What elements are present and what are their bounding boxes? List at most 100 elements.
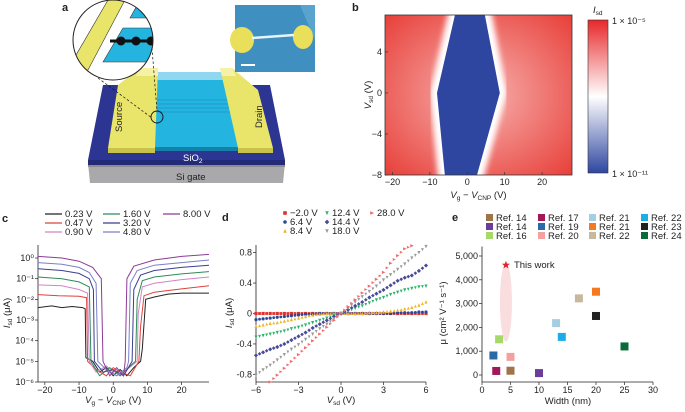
- x-axis-label-part: V: [85, 395, 93, 406]
- data-point: [293, 312, 297, 315]
- legend-marker: [283, 228, 287, 233]
- data-point: [406, 311, 410, 315]
- legend-swatch: [641, 232, 648, 239]
- y-axis-label-part: sd: [7, 318, 14, 325]
- data-point: [265, 317, 269, 320]
- data-point: [321, 320, 326, 325]
- legend-label: Ref. 14: [496, 213, 527, 224]
- data-point: [307, 322, 311, 326]
- data-point: [303, 346, 308, 350]
- data-point: [406, 274, 411, 279]
- legend-item: Ref. 14: [486, 213, 527, 224]
- data-point: [506, 352, 515, 361]
- data-point: [350, 303, 354, 307]
- data-point: [311, 332, 315, 336]
- legend-item: Ref. 21: [589, 213, 630, 224]
- data-point: [318, 312, 322, 316]
- legend-label: 28.0 V: [377, 208, 405, 219]
- data-point: [321, 329, 325, 333]
- source-label: Source: [114, 102, 125, 132]
- data-point: [286, 350, 290, 354]
- data-point: [399, 265, 403, 269]
- legend-label: Ref. 21: [599, 213, 630, 224]
- data-point: [399, 289, 403, 293]
- data-point: [282, 366, 287, 370]
- data-point: [300, 313, 304, 317]
- data-point: [307, 335, 311, 339]
- data-point: [495, 335, 504, 344]
- data-point: [321, 312, 325, 316]
- legend-marker: [325, 211, 329, 216]
- x-tick-label: 6: [423, 385, 428, 395]
- data-point: [258, 334, 261, 339]
- data-point: [350, 308, 354, 312]
- data-point: [289, 359, 294, 364]
- data-point: [286, 363, 290, 367]
- data-point: [392, 270, 396, 274]
- legend-label: 14.4 V: [332, 217, 360, 228]
- legend-label: Ref. 19: [548, 222, 579, 233]
- data-point: [300, 324, 304, 328]
- data-point: [410, 311, 414, 315]
- y-axis-label: Vsd (V): [363, 81, 375, 110]
- data-point: [289, 327, 294, 331]
- data-point: [318, 327, 322, 331]
- data-point: [378, 310, 382, 314]
- x-tick-label: 10: [500, 177, 510, 187]
- data-point: [303, 314, 308, 319]
- data-point: [265, 366, 269, 370]
- x-axis-label-part: − V: [460, 190, 479, 201]
- data-point: [258, 371, 261, 375]
- data-point: [367, 289, 371, 294]
- data-point: [293, 314, 297, 317]
- graphene-nanoribbon: [150, 99, 235, 113]
- legend-swatch: [538, 214, 545, 221]
- data-point: [371, 311, 375, 315]
- data-point: [296, 353, 301, 357]
- data-point: [388, 273, 393, 277]
- y-axis-label: μ (cm² V⁻¹ s⁻¹): [438, 282, 449, 345]
- data-point: [325, 325, 329, 329]
- y-tick-label: 0: [473, 370, 478, 380]
- legend-label: Ref. 23: [651, 222, 682, 233]
- data-point: [303, 337, 308, 342]
- data-point: [314, 336, 318, 339]
- data-point: [321, 317, 325, 321]
- legend-item: 18.0 V: [325, 226, 360, 237]
- data-point: [279, 330, 283, 334]
- data-point: [307, 342, 311, 346]
- data-point: [296, 313, 301, 317]
- data-point: [300, 332, 304, 337]
- data-point: [289, 317, 294, 322]
- legend-item: Ref. 16: [486, 231, 527, 242]
- legend-label: Ref. 17: [548, 213, 579, 224]
- panel-label-a: a: [62, 2, 69, 14]
- series-line-2: [38, 276, 209, 377]
- data-point: [268, 316, 272, 320]
- y-axis-label-part: sd: [368, 96, 375, 103]
- data-point: [406, 306, 410, 310]
- legend-marker: [370, 211, 375, 215]
- legend-marker: [283, 211, 287, 215]
- x-tick-label: 0: [465, 177, 470, 187]
- x-axis-label: Vsd (V): [327, 395, 356, 407]
- y-tick-label: 2,000: [455, 322, 478, 332]
- zoom-guide-lines: [97, 47, 158, 119]
- panel-d-output-curves: d −6 −3 0 3 6 0.8 0.4 0 -0.4 -0.8 −2.0 V6.4 V8.4 V 1…: [222, 208, 429, 395]
- legend-label: 6.4 V: [290, 217, 313, 228]
- legend-label: 0.47 V: [65, 218, 93, 229]
- data-point: [413, 304, 417, 308]
- y-tick-label: 4,000: [455, 275, 478, 285]
- colorbar-title: Isd: [593, 5, 603, 17]
- data-point: [388, 283, 393, 288]
- data-point: [403, 288, 407, 292]
- data-point: [272, 361, 276, 365]
- data-point: [289, 314, 294, 318]
- data-point: [318, 318, 322, 323]
- data-point: [357, 298, 361, 302]
- series-line-4: [38, 264, 209, 377]
- colorbar: [587, 19, 609, 174]
- data-point: [272, 331, 276, 335]
- y-tick-label: 4: [377, 47, 382, 57]
- data-point: [307, 328, 311, 333]
